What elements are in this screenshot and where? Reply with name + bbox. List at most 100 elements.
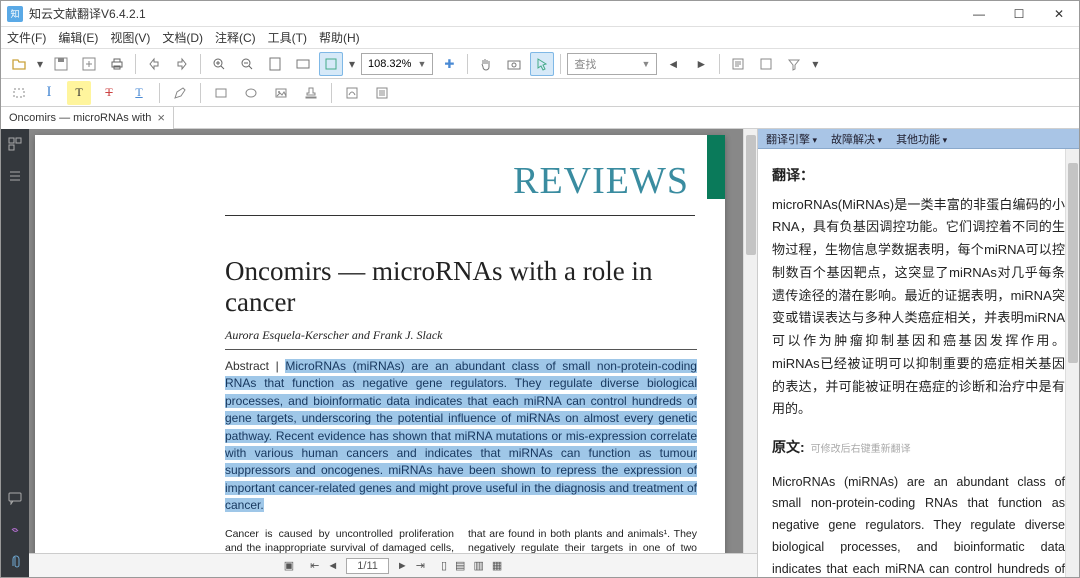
minimize-button[interactable]: — xyxy=(959,1,999,27)
snapshot-icon[interactable] xyxy=(502,52,526,76)
zoom-plus-icon[interactable]: ✚ xyxy=(437,52,461,76)
rotate-right-icon[interactable] xyxy=(170,52,194,76)
scrollbar-thumb[interactable] xyxy=(746,135,756,255)
save-as-icon[interactable] xyxy=(77,52,101,76)
abstract-highlighted: MicroRNAs (miRNAs) are an abundant class… xyxy=(225,359,697,512)
fit-width-icon[interactable] xyxy=(291,52,315,76)
bookmark-icon[interactable] xyxy=(754,52,778,76)
page-decor-bar xyxy=(707,135,725,199)
attachment-icon[interactable] xyxy=(6,553,24,571)
rotate-left-icon[interactable] xyxy=(142,52,166,76)
view-facing-icon[interactable]: ▥ xyxy=(473,559,483,572)
save-icon[interactable] xyxy=(49,52,73,76)
find-prev-icon[interactable]: ◄ xyxy=(661,52,685,76)
document-viewer: REVIEWS Oncomirs — microRNAs with a role… xyxy=(29,129,757,577)
pencil-icon[interactable] xyxy=(168,81,192,105)
chevron-down-icon: ▼ xyxy=(641,59,650,69)
zoom-out-icon[interactable] xyxy=(235,52,259,76)
app-icon: 知 xyxy=(7,6,23,22)
tabbar: Oncomirs — microRNAs with × xyxy=(1,107,1079,129)
close-button[interactable]: ✕ xyxy=(1039,1,1079,27)
highlight-icon[interactable]: T xyxy=(67,81,91,105)
zoom-dropdown-icon[interactable]: ▾ xyxy=(347,52,357,76)
text-cursor-icon[interactable]: I xyxy=(37,81,61,105)
menu-help[interactable]: 帮助(H) xyxy=(319,29,360,46)
document-scroll[interactable]: REVIEWS Oncomirs — microRNAs with a role… xyxy=(29,129,757,553)
zoom-value[interactable]: 108.32%▼ xyxy=(361,53,433,75)
fit-visible-icon[interactable] xyxy=(319,52,343,76)
image-icon[interactable] xyxy=(269,81,293,105)
left-sidebar xyxy=(1,129,29,577)
hand-icon[interactable] xyxy=(474,52,498,76)
app-title: 知云文献翻译V6.4.2.1 xyxy=(29,5,959,22)
open-icon[interactable] xyxy=(7,52,31,76)
link-icon[interactable] xyxy=(6,521,24,539)
panel-scrollbar[interactable] xyxy=(1065,149,1079,577)
menu-tools[interactable]: 工具(T) xyxy=(268,29,307,46)
menu-annotate[interactable]: 注释(C) xyxy=(215,29,256,46)
outline-icon[interactable] xyxy=(6,167,24,185)
thumbnails-icon[interactable] xyxy=(6,135,24,153)
find-next-icon[interactable]: ► xyxy=(689,52,713,76)
maximize-button[interactable]: ☐ xyxy=(999,1,1039,27)
select-cursor-icon[interactable] xyxy=(530,52,554,76)
search-placeholder: 查找 xyxy=(574,56,596,72)
doc-scrollbar[interactable] xyxy=(743,129,757,553)
comment-icon[interactable] xyxy=(6,489,24,507)
translation-body: 翻译： microRNAs(MiRNAs)是一类丰富的非蛋白编码的小RNA，具有… xyxy=(758,149,1079,577)
original-heading: 原文: xyxy=(772,435,805,460)
stamp-icon[interactable] xyxy=(299,81,323,105)
rect-icon[interactable] xyxy=(209,81,233,105)
view-continuous-icon[interactable]: ▤ xyxy=(455,559,465,572)
zoom-in-icon[interactable] xyxy=(207,52,231,76)
next-page-button[interactable]: ► xyxy=(397,560,408,572)
menu-other[interactable]: 其他功能 xyxy=(896,131,947,147)
toolbar-annotate: I T T T xyxy=(1,79,1079,107)
translation-heading: 翻译： xyxy=(772,163,1065,188)
original-text[interactable]: MicroRNAs (miRNAs) are an abundant class… xyxy=(772,472,1065,578)
filter-dropdown-icon[interactable]: ▾ xyxy=(810,52,820,76)
tab-close-icon[interactable]: × xyxy=(157,110,165,125)
menu-engine[interactable]: 翻译引擎 xyxy=(766,131,817,147)
menu-file[interactable]: 文件(F) xyxy=(7,29,46,46)
view-single-icon[interactable]: ▯ xyxy=(441,559,447,572)
body-col-2: that are found in both plants and animal… xyxy=(468,527,697,553)
oval-icon[interactable] xyxy=(239,81,263,105)
translation-text[interactable]: microRNAs(MiRNAs)是一类丰富的非蛋白编码的小RNA，具有负基因调… xyxy=(772,194,1065,422)
document-statusbar: ▣ ⇤ ◄ 1/11 ► ⇥ ▯ ▤ ▥ ▦ xyxy=(29,553,757,577)
sign-icon[interactable] xyxy=(340,81,364,105)
filter-icon[interactable] xyxy=(782,52,806,76)
form-icon[interactable] xyxy=(370,81,394,105)
fit-page-icon[interactable] xyxy=(263,52,287,76)
menu-view[interactable]: 视图(V) xyxy=(110,29,150,46)
menu-edit[interactable]: 编辑(E) xyxy=(58,29,98,46)
underline-icon[interactable]: T xyxy=(127,81,151,105)
divider xyxy=(225,215,695,216)
main-content: REVIEWS Oncomirs — microRNAs with a role… xyxy=(1,129,1079,577)
search-input[interactable]: 查找 ▼ xyxy=(567,53,657,75)
zoom-text: 108.32% xyxy=(368,58,411,70)
page-indicator[interactable]: 1/11 xyxy=(346,558,389,574)
abstract-label: Abstract | xyxy=(225,359,285,373)
print-icon[interactable] xyxy=(105,52,129,76)
text-select-icon[interactable] xyxy=(7,81,31,105)
page-header: REVIEWS xyxy=(35,135,725,211)
scrollbar-thumb[interactable] xyxy=(1068,163,1078,363)
first-page-button[interactable]: ⇤ xyxy=(310,559,319,572)
menubar: 文件(F) 编辑(E) 视图(V) 文档(D) 注释(C) 工具(T) 帮助(H… xyxy=(1,27,1079,49)
open-dropdown-icon[interactable]: ▾ xyxy=(35,52,45,76)
body-col-1: Cancer is caused by uncontrolled prolife… xyxy=(225,527,454,553)
menu-troubleshoot[interactable]: 故障解决 xyxy=(831,131,882,147)
strikethrough-icon[interactable]: T xyxy=(97,81,121,105)
document-tab[interactable]: Oncomirs — microRNAs with × xyxy=(1,107,174,129)
last-page-button[interactable]: ⇥ xyxy=(416,559,425,572)
prev-page-button[interactable]: ◄ xyxy=(327,560,338,572)
show-panel-icon[interactable]: ▣ xyxy=(284,559,294,572)
menu-document[interactable]: 文档(D) xyxy=(162,29,203,46)
divider xyxy=(225,349,697,350)
note-icon[interactable] xyxy=(726,52,750,76)
article-abstract[interactable]: Abstract | MicroRNAs (miRNAs) are an abu… xyxy=(225,358,697,515)
view-book-icon[interactable]: ▦ xyxy=(492,559,502,572)
original-hint: 可修改后右键重新翻译 xyxy=(811,441,911,459)
pdf-page: REVIEWS Oncomirs — microRNAs with a role… xyxy=(35,135,725,553)
